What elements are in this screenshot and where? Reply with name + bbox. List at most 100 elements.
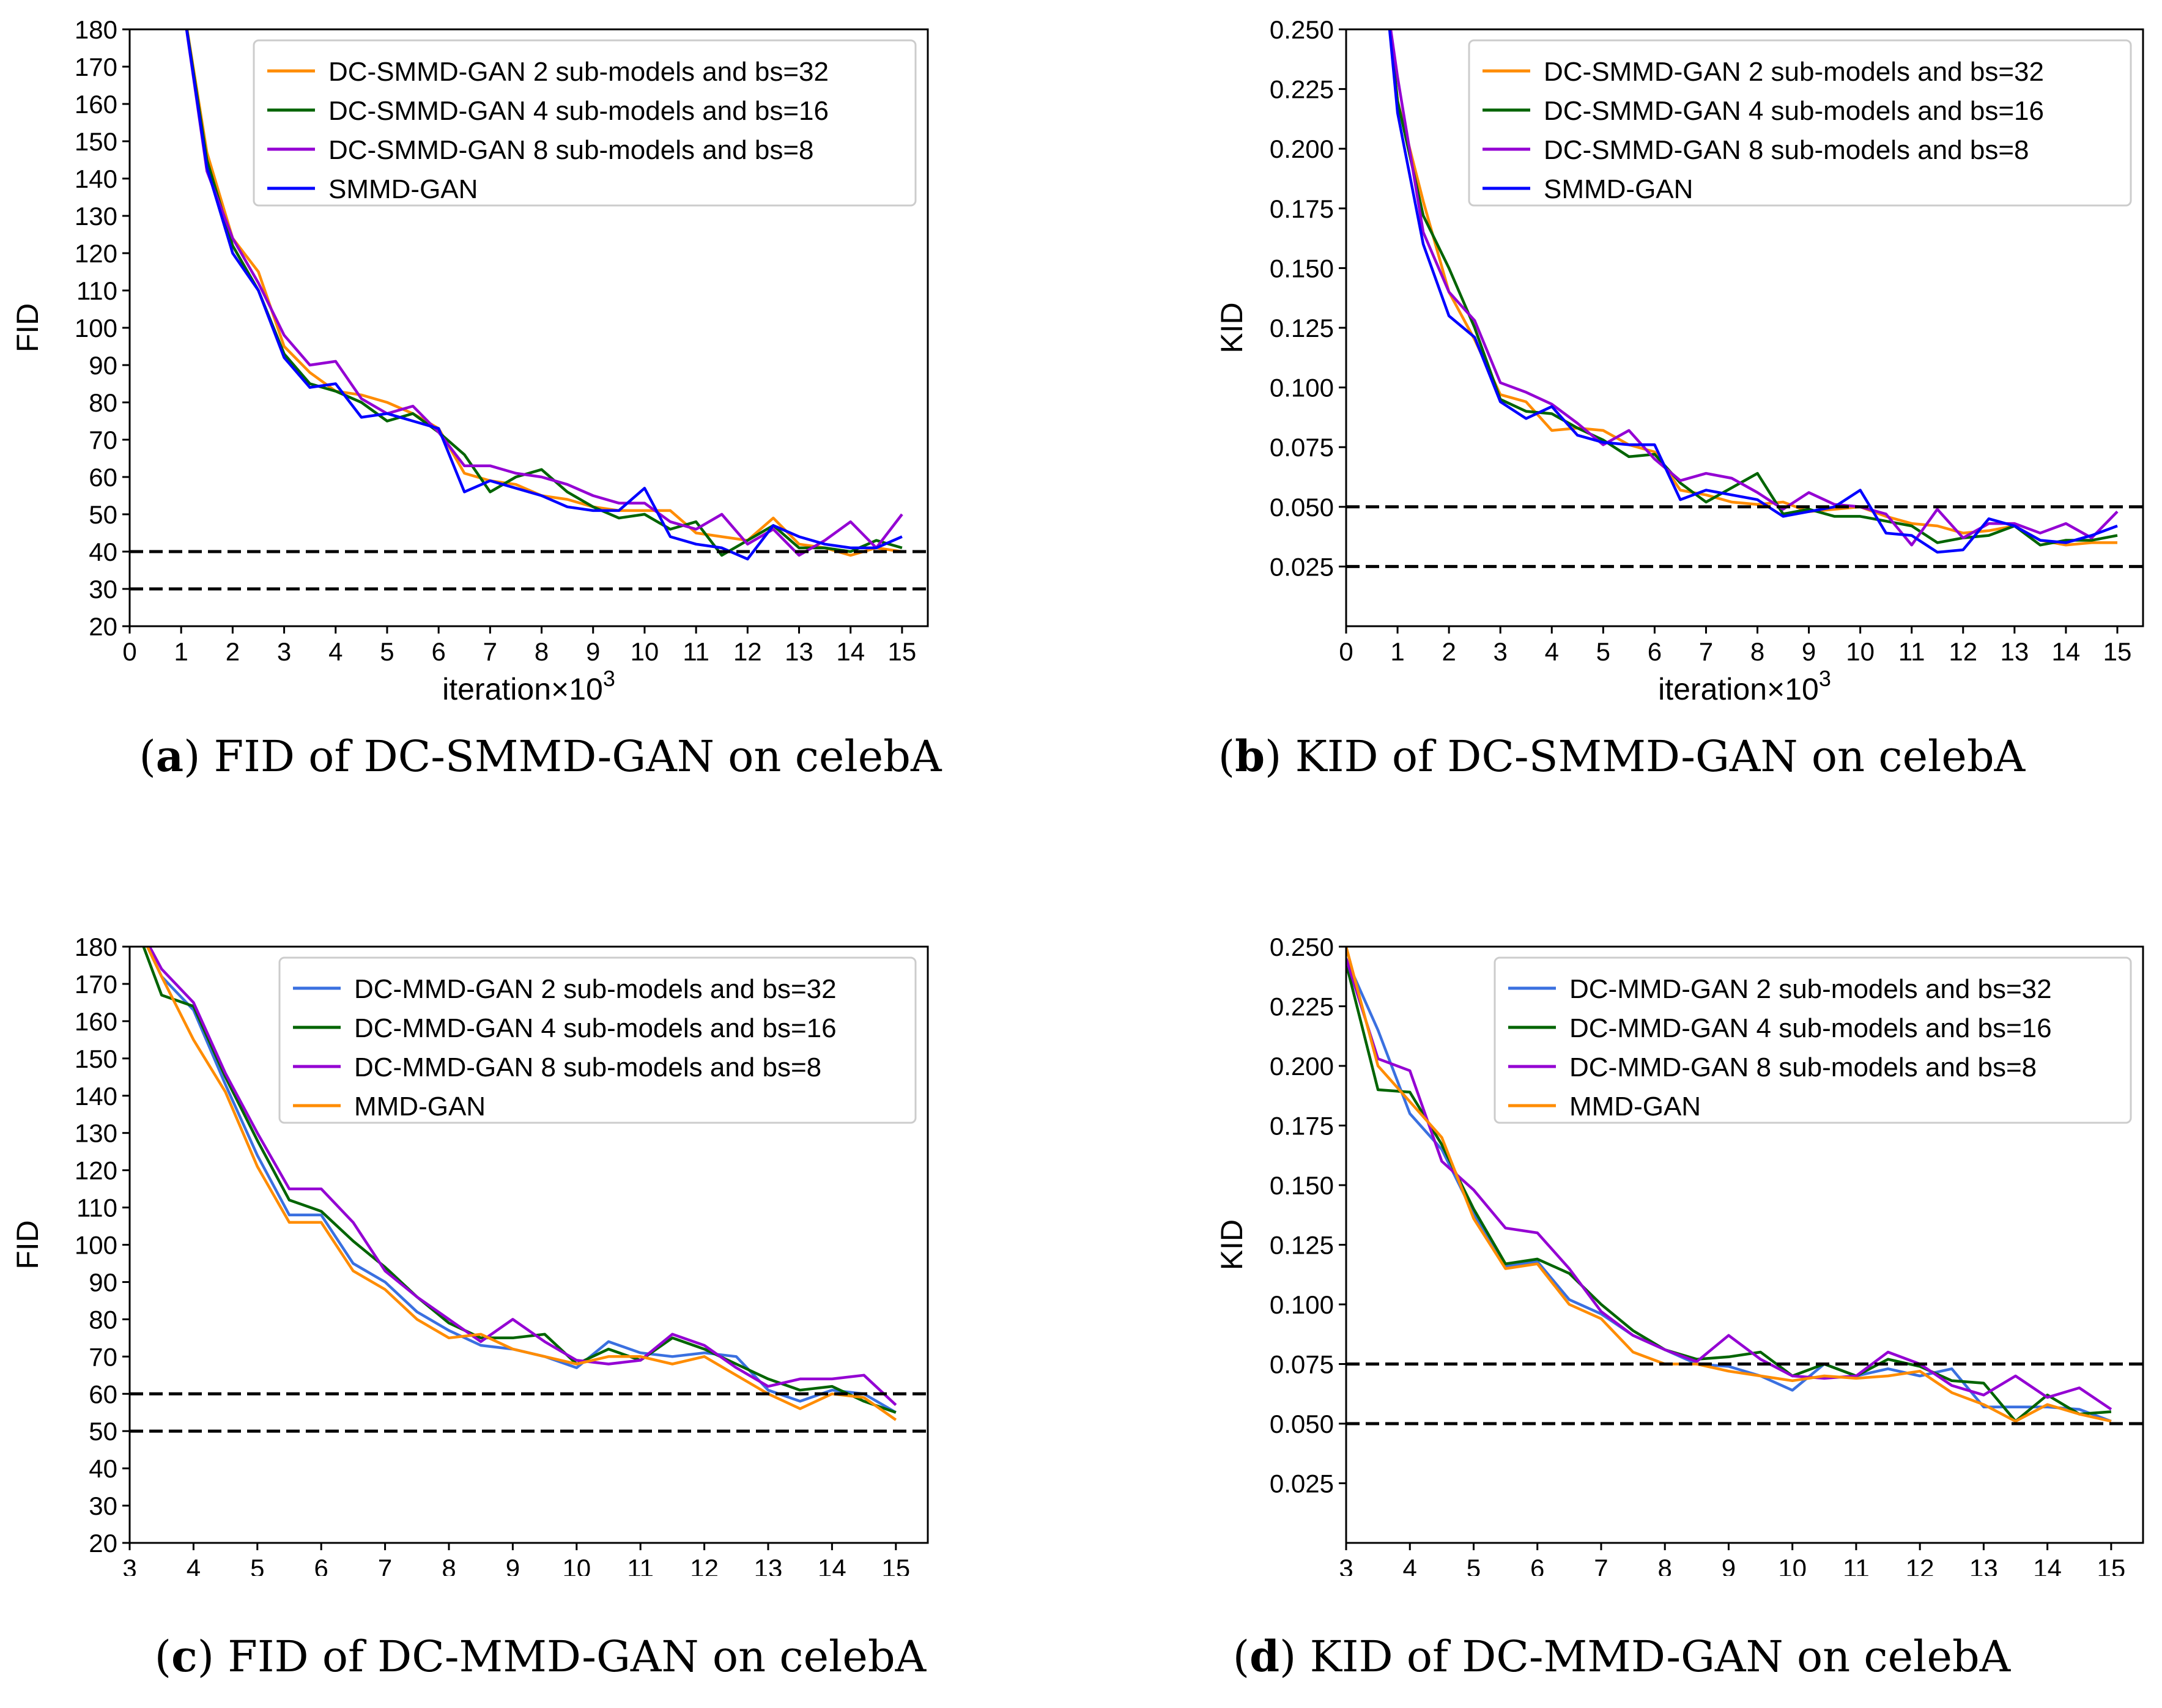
y-tick-label: 150 bbox=[75, 127, 117, 156]
y-tick-label: 170 bbox=[75, 970, 117, 999]
x-tick-label: 7 bbox=[483, 637, 497, 666]
legend-box bbox=[278, 956, 917, 1124]
chart-panel-a: 20 30 40 50 60 70 80 90 100 110 120 130 140 150 160 170… bbox=[0, 0, 1081, 854]
x-axis-label-main: iteration×10 bbox=[442, 672, 603, 706]
caption-d: (d) KID of DC-MMD-GAN on celebA bbox=[1232, 1631, 2011, 1682]
y-tick-label: 160 bbox=[75, 90, 117, 119]
x-tick-label: 15 bbox=[881, 1554, 910, 1576]
legend: DC-SMMD-GAN 2 sub-models and bs=32 DC-SMM… bbox=[1468, 39, 2132, 207]
y-axis-label: FID bbox=[10, 1220, 45, 1270]
x-tick-label: 14 bbox=[2052, 637, 2081, 666]
caption-text: KID of DC-SMMD-GAN on celebA bbox=[1295, 731, 2026, 782]
x-tick-label: 6 bbox=[1648, 637, 1662, 666]
y-tick-label: 140 bbox=[75, 165, 117, 193]
x-tick-label: 10 bbox=[1846, 637, 1875, 666]
x-tick-label: 9 bbox=[1802, 637, 1816, 666]
x-tick-label: 3 bbox=[1494, 637, 1508, 666]
y-tick-label: 0.225 bbox=[1270, 993, 1334, 1021]
legend: DC-MMD-GAN 2 sub-models and bs=32 DC-MMD-… bbox=[278, 956, 917, 1124]
y-tick-label: 0.125 bbox=[1270, 1231, 1334, 1260]
x-tick-label: 11 bbox=[1898, 637, 1925, 666]
x-axis-label: iteration×103 bbox=[1658, 666, 1831, 706]
chart-panel-d: 0.025 0.050 0.075 0.100 0.125 0.150 0.175 0.200… bbox=[1081, 854, 2162, 1708]
y-tick-label: 0.150 bbox=[1270, 254, 1334, 283]
x-tick-label: 11 bbox=[683, 637, 709, 666]
y-tick-label: 0.025 bbox=[1270, 552, 1334, 581]
caption-b: (b) KID of DC-SMMD-GAN on celebA bbox=[1218, 731, 2026, 782]
x-tick-label: 9 bbox=[1722, 1554, 1736, 1576]
series-line-3 bbox=[1389, 29, 2119, 547]
legend-label-3: DC-SMMD-GAN 8 sub-models and bs=8 bbox=[1544, 135, 2029, 165]
legend-label-4: SMMD-GAN bbox=[328, 174, 478, 204]
legend-label-4: MMD-GAN bbox=[354, 1092, 486, 1122]
y-tick-label: 80 bbox=[89, 388, 117, 417]
series-line-2 bbox=[1346, 963, 2112, 1423]
x-tick-label: 2 bbox=[1442, 637, 1456, 666]
y-tick-label: 70 bbox=[89, 1342, 117, 1371]
y-tick-label: 110 bbox=[76, 276, 117, 305]
series-line-3 bbox=[1346, 958, 2112, 1411]
y-tick-label: 40 bbox=[89, 538, 117, 566]
y-tick-label: 160 bbox=[75, 1007, 117, 1036]
legend-label-2: DC-SMMD-GAN 4 sub-models and bs=16 bbox=[1544, 96, 2044, 126]
chart-a: 2030405060708090100110120130140150160170… bbox=[10, 15, 929, 706]
y-tick-label: 110 bbox=[76, 1194, 117, 1222]
series-group bbox=[1346, 947, 2112, 1423]
legend-label-3: DC-MMD-GAN 8 sub-models and bs=8 bbox=[354, 1052, 821, 1082]
legend-label-3: DC-MMD-GAN 8 sub-models and bs=8 bbox=[1569, 1052, 2037, 1082]
y-tick-label: 60 bbox=[89, 463, 117, 492]
caption-letter: a bbox=[155, 731, 184, 782]
x-tick-label: 4 bbox=[1545, 637, 1559, 666]
legend-box bbox=[253, 39, 917, 207]
x-tick-label: 12 bbox=[1949, 637, 1977, 666]
x-tick-label: 7 bbox=[1594, 1554, 1608, 1576]
y-tick-label: 30 bbox=[89, 1492, 117, 1520]
x-tick-label: 6 bbox=[1530, 1554, 1544, 1576]
x-tick-label: 5 bbox=[250, 1554, 264, 1576]
legend-label-2: DC-MMD-GAN 4 sub-models and bs=16 bbox=[354, 1013, 837, 1043]
y-tick-label: 140 bbox=[75, 1082, 117, 1111]
x-tick-label: 3 bbox=[1339, 1554, 1353, 1576]
x-tick-label: 5 bbox=[1596, 637, 1610, 666]
y-tick-label: 0.050 bbox=[1270, 1410, 1334, 1438]
series-line-3 bbox=[148, 947, 897, 1407]
legend-label-4: SMMD-GAN bbox=[1544, 174, 1693, 204]
x-tick-label: 14 bbox=[2033, 1554, 2062, 1576]
x-tick-label: 14 bbox=[836, 637, 865, 666]
x-tick-label: 13 bbox=[785, 637, 813, 666]
series-line-4 bbox=[1388, 29, 2118, 554]
series-line-4 bbox=[185, 29, 903, 561]
y-tick-label: 0.250 bbox=[1270, 933, 1334, 961]
y-tick-label: 0.025 bbox=[1270, 1470, 1334, 1498]
series-group bbox=[185, 29, 903, 561]
y-tick-label: 0.175 bbox=[1270, 194, 1334, 223]
x-tick-label: 11 bbox=[1843, 1554, 1870, 1576]
x-tick-label: 2 bbox=[226, 637, 240, 666]
x-tick-label: 6 bbox=[431, 637, 445, 666]
legend-label-1: DC-MMD-GAN 2 sub-models and bs=32 bbox=[1569, 974, 2052, 1004]
y-tick-label: 150 bbox=[75, 1044, 117, 1073]
y-tick-label: 20 bbox=[89, 612, 117, 641]
x-tick-label: 15 bbox=[888, 637, 917, 666]
legend-label-1: DC-MMD-GAN 2 sub-models and bs=32 bbox=[354, 974, 837, 1004]
y-tick-label: 0.050 bbox=[1270, 493, 1334, 522]
caption-c: (c) FID of DC-MMD-GAN on celebA bbox=[154, 1631, 927, 1682]
x-tick-label: 8 bbox=[442, 1554, 456, 1576]
chart-d: 0.025 0.050 0.075 0.100 0.125 0.150 0.175 0.200… bbox=[1215, 933, 2144, 1576]
y-tick-label: 0.250 bbox=[1270, 15, 1334, 44]
x-tick-label: 11 bbox=[627, 1554, 654, 1576]
y-tick-label: 50 bbox=[89, 1417, 117, 1446]
x-axis-label-superscript: 3 bbox=[603, 666, 615, 691]
x-tick-label: 4 bbox=[187, 1554, 201, 1576]
legend-label-1: DC-SMMD-GAN 2 sub-models and bs=32 bbox=[1544, 57, 2044, 87]
y-tick-label: 50 bbox=[89, 500, 117, 529]
y-tick-label: 90 bbox=[89, 1268, 117, 1296]
y-tick-label: 60 bbox=[89, 1380, 117, 1408]
x-tick-label: 4 bbox=[1403, 1554, 1417, 1576]
x-tick-label: 15 bbox=[2097, 1554, 2126, 1576]
series-line-2 bbox=[142, 947, 897, 1414]
x-axis-label-superscript: 3 bbox=[1819, 666, 1831, 691]
y-tick-label: 90 bbox=[89, 351, 117, 380]
legend-label-1: DC-SMMD-GAN 2 sub-models and bs=32 bbox=[328, 57, 829, 87]
caption-text: FID of DC-MMD-GAN on celebA bbox=[228, 1632, 927, 1682]
